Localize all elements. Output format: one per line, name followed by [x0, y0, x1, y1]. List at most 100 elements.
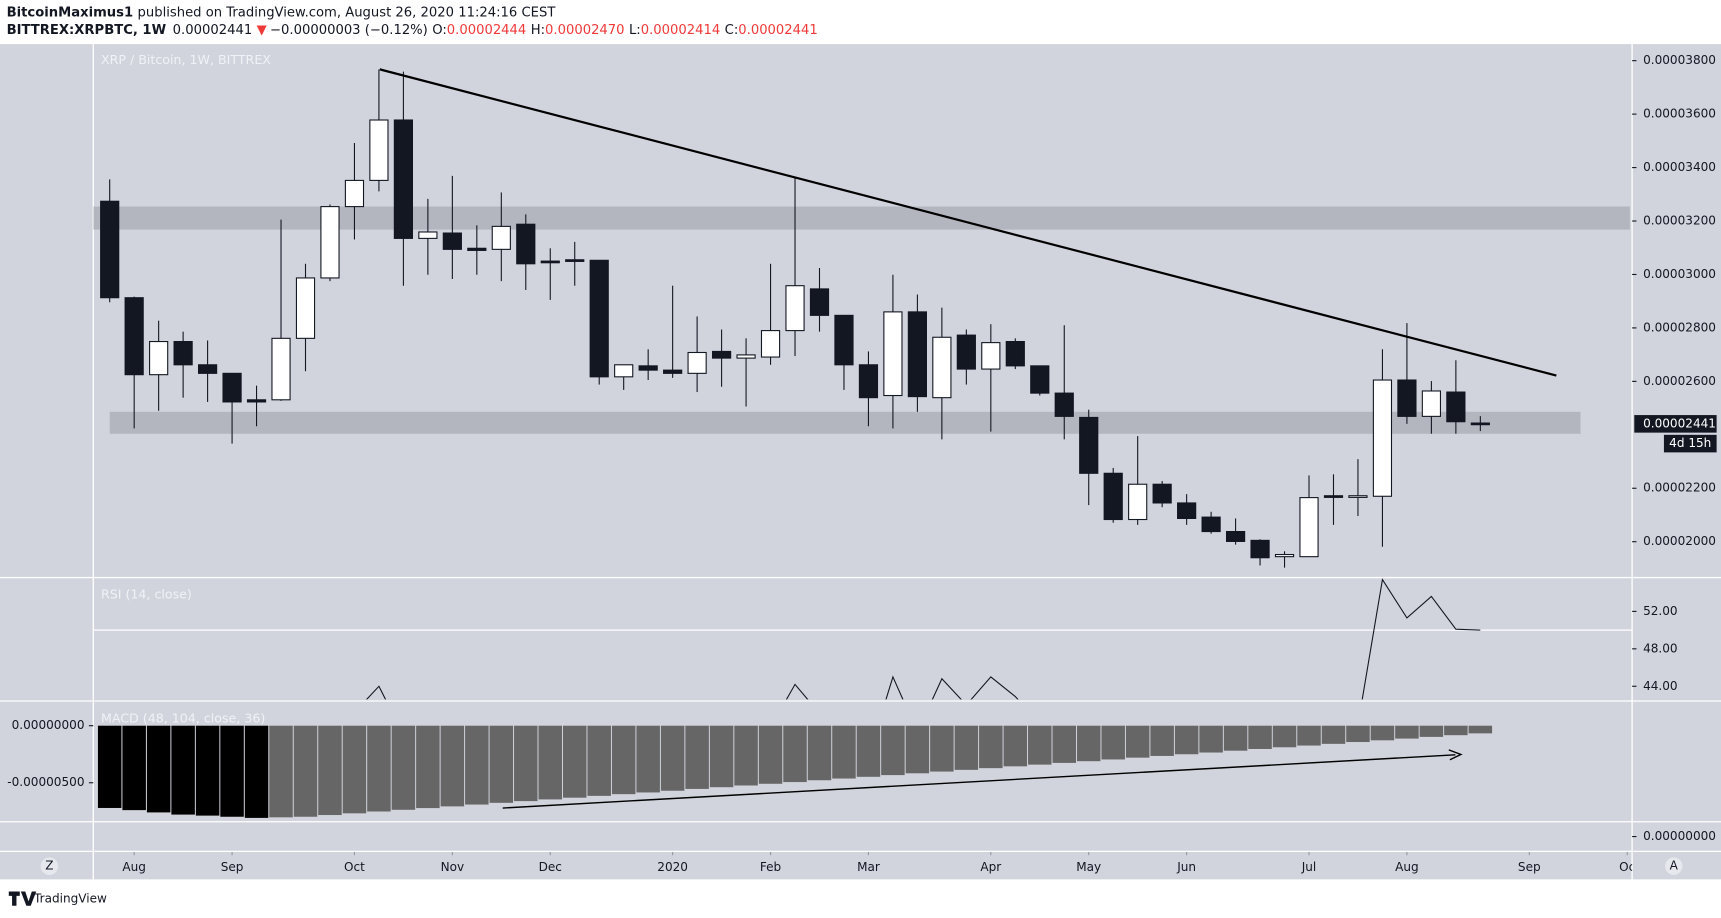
- published: published on TradingView.com, August 26,…: [138, 5, 557, 20]
- histogram-bar: [1101, 725, 1125, 760]
- footer-logo: [8, 891, 37, 906]
- toolbar-button[interactable]: [40, 857, 59, 875]
- candle-body: [638, 365, 658, 371]
- candle-body: [834, 314, 854, 366]
- toolbar-button[interactable]: [1665, 857, 1683, 875]
- candle-body: [222, 372, 242, 403]
- footer-brand: TradingView: [33, 892, 107, 906]
- histogram-bar: [709, 725, 734, 788]
- y-tick-label: 0.00002000: [1643, 534, 1716, 548]
- change-arrow: ▼: [257, 23, 268, 38]
- x-tick-label: Aug: [122, 860, 146, 874]
- candle-body: [1103, 472, 1123, 521]
- candle-body: [1421, 390, 1441, 417]
- histogram-bar: [1076, 725, 1101, 762]
- histogram-bar: [832, 725, 856, 779]
- low-label: L:: [629, 23, 641, 38]
- histogram-bar: [293, 725, 318, 817]
- candle-body: [614, 364, 634, 378]
- histogram-bar: [1370, 725, 1395, 741]
- x-tick-label: Feb: [760, 860, 781, 874]
- candle-body: [1274, 553, 1295, 558]
- toolbar-left[interactable]: Z: [45, 859, 53, 873]
- candle-body: [124, 297, 144, 376]
- y-tick-label: 0.00002600: [1643, 374, 1716, 388]
- histogram-bar: [1321, 725, 1346, 744]
- x-tick-label: Mar: [857, 860, 880, 874]
- candle-body: [1079, 416, 1099, 474]
- open-label: O:: [432, 23, 447, 38]
- rsi-pane: [93, 578, 1633, 700]
- candle-body: [1323, 495, 1344, 498]
- candle-body: [540, 260, 560, 264]
- histogram-bar: [244, 725, 269, 818]
- histogram-bar: [171, 725, 195, 815]
- histogram-bar: [122, 725, 146, 811]
- histogram-bar: [97, 725, 122, 808]
- candle-body: [711, 350, 732, 359]
- symbol: BITTREX:XRPBTC, 1W: [7, 23, 167, 38]
- histogram-bar: [783, 725, 807, 783]
- candle-body: [491, 225, 511, 250]
- x-tick-label: Oc: [1619, 860, 1635, 874]
- histogram-bar: [195, 725, 220, 816]
- candle-body: [393, 119, 414, 239]
- histogram-bar: [489, 725, 514, 803]
- candle-body: [1225, 530, 1246, 542]
- histogram-bar: [636, 725, 660, 793]
- candle-body: [467, 247, 487, 251]
- histogram-bar: [562, 725, 587, 798]
- candle-body: [1397, 379, 1417, 417]
- x-tick-label: Sep: [221, 860, 244, 874]
- histogram-bar: [1468, 725, 1493, 734]
- candle-body: [589, 259, 609, 378]
- trendline: [379, 68, 1557, 377]
- time-axis: Aug Sep Oct Nov Dec 2020 Feb Mar Apr May Jun Jul Aug…: [122, 851, 1635, 874]
- candle-body: [246, 399, 267, 403]
- histogram-bar: [391, 725, 416, 810]
- close: 0.00002441: [738, 23, 818, 38]
- last-price-label: 0.00002441: [1643, 416, 1716, 430]
- pane-title: XRP / Bitcoin, 1W, BITTREX: [101, 52, 271, 67]
- x-tick-label: May: [1076, 860, 1101, 874]
- candle-body: [883, 311, 903, 397]
- y-tick-label: 0.00003400: [1643, 160, 1716, 174]
- candle-body: [687, 351, 707, 374]
- resistance-zone: [93, 206, 1630, 230]
- y-tick-label: 0.00003800: [1643, 53, 1716, 67]
- x-tick-label: Nov: [441, 860, 465, 874]
- candle-body: [1299, 497, 1319, 558]
- histogram-bar: [318, 725, 342, 816]
- y-tick-label: 0.00002200: [1643, 481, 1716, 495]
- last: 0.00002441: [173, 23, 253, 38]
- histogram-bar: [979, 725, 1003, 769]
- histogram-bar: [758, 725, 783, 784]
- y-tick-label: 0.00000000: [12, 718, 85, 732]
- header-line-1: BitcoinMaximus1 published on TradingView.…: [7, 5, 557, 20]
- macd-arrow: [502, 749, 1463, 809]
- histogram-bar: [1150, 725, 1174, 756]
- histogram-bar: [416, 725, 440, 809]
- candle-body: [1152, 483, 1172, 504]
- histogram-bar: [220, 725, 244, 817]
- histogram-bar: [1223, 725, 1248, 751]
- pane-title: RSI (14, close): [101, 587, 192, 602]
- candle-body: [100, 200, 120, 299]
- toolbar-right[interactable]: A: [1670, 859, 1679, 873]
- histogram-bar: [930, 725, 954, 772]
- candle-body: [1372, 379, 1393, 497]
- pane-title: MACD (48, 104, close, 36): [101, 711, 265, 726]
- last-price-box: [1634, 415, 1717, 433]
- y-tick-label: 0.00000000: [1643, 829, 1716, 843]
- header-line-2: BITTREX:XRPBTC, 1W 0.00002441 ▼ −0.00000003…: [7, 23, 818, 38]
- histogram-bar: [538, 725, 563, 800]
- candle-body: [932, 336, 952, 399]
- candle-body: [369, 119, 389, 181]
- y-tick-label: 0.00003600: [1643, 107, 1716, 121]
- price-pane: [93, 69, 1630, 568]
- histogram-bar: [1395, 725, 1419, 739]
- y-tick-label: 44.00: [1643, 679, 1678, 693]
- candle-body: [736, 354, 756, 359]
- x-tick-label: Oct: [344, 860, 365, 874]
- macd-pane: [97, 725, 1493, 818]
